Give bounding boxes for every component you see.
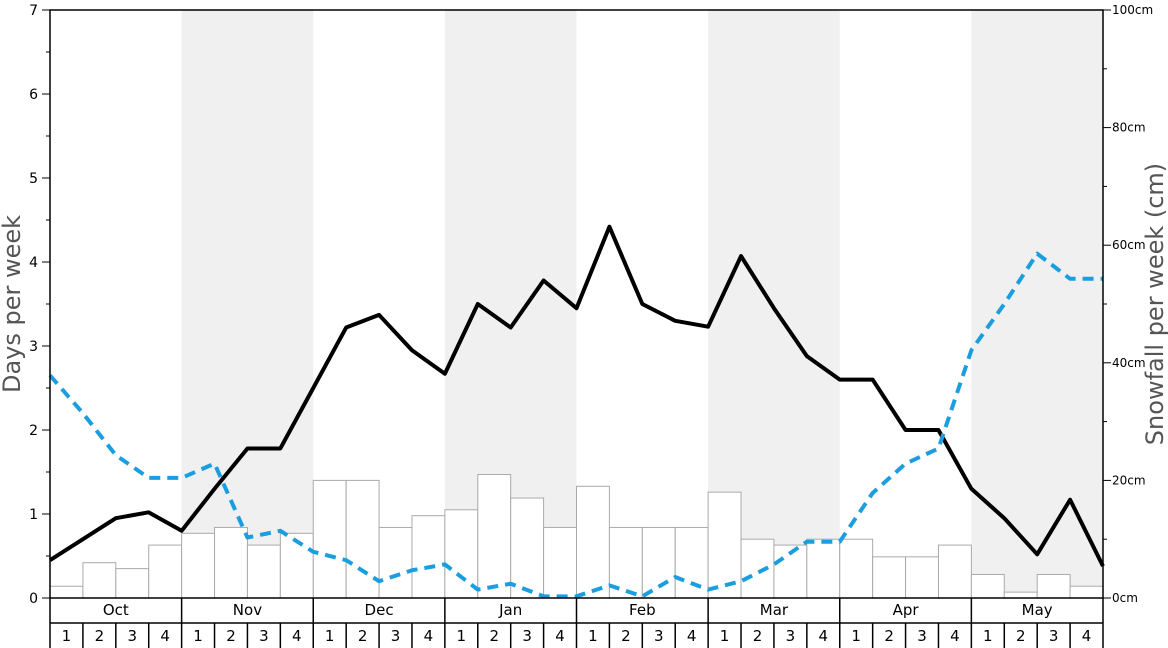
snowfall-bar [378,526,413,599]
week-label: 3 [391,627,401,645]
left-tick-label: 6 [29,87,38,103]
month-shade-may [971,10,1103,598]
snowfall-bar [641,526,676,599]
snowfall-bar [839,538,874,599]
week-label: 4 [819,627,829,645]
month-label: May [1022,601,1053,619]
week-label: 3 [127,627,137,645]
week-label: 1 [193,627,203,645]
week-label: 3 [259,627,269,645]
snowfall-bar [1036,573,1071,599]
week-label: 1 [720,627,730,645]
week-label: 1 [62,627,72,645]
left-tick-label: 4 [29,255,38,271]
snowfall-bar [872,556,907,599]
left-axis: 0 1 2 3 4 5 6 7 [29,3,50,607]
left-tick-label: 3 [29,339,38,355]
week-label: 4 [1082,627,1092,645]
week-label: 2 [489,627,499,645]
snowfall-bar [707,491,742,599]
snowfall-bar [246,544,281,599]
right-tick-label: 80cm [1112,121,1146,135]
week-label: 2 [884,627,894,645]
snowfall-bar [477,474,512,599]
left-tick-label: 5 [29,171,38,187]
snowfall-bar [115,568,150,599]
week-label: 4 [950,627,960,645]
snowfall-bar [510,497,545,599]
week-label: 1 [325,627,335,645]
snowfall-bar [279,532,314,599]
snowfall-bar [905,556,939,599]
snowfall-bar [674,526,709,599]
right-tick-label: 40cm [1112,356,1146,370]
snowfall-bar [49,585,84,599]
month-label: Nov [233,601,262,619]
week-label: 2 [358,627,368,645]
week-label: 4 [555,627,565,645]
right-axis-title: Snowfall per week (cm) [1141,163,1168,445]
week-label: 1 [983,627,993,645]
month-row: Oct Nov Dec Jan Feb Mar Apr May [49,598,1104,624]
month-label: Apr [893,601,920,619]
week-label: 4 [687,627,697,645]
snowfall-bar [181,532,216,599]
snowfall-bars [49,474,1104,599]
month-shade-nov [181,10,314,598]
right-axis: 0cm 20cm 40cm 60cm 80cm 100cm [1103,3,1153,605]
week-label: 2 [753,627,763,645]
solid-line [48,224,1105,567]
snowfall-bar [740,538,775,599]
snowfall-bar [937,544,972,599]
snowfall-bar [214,526,248,599]
snowfall-bar [148,544,183,599]
month-label: Feb [629,601,656,619]
month-shading [181,10,1103,598]
week-label: 1 [588,627,598,645]
week-row: 1 2 3 4 1 2 3 4 1 2 3 4 1 2 3 4 1 2 3 4 1 2 3 4 1 2 3 4 1 2 3 4 [49,623,1104,648]
left-tick-label: 1 [29,507,38,523]
day-lines [48,224,1105,599]
month-label: Oct [103,601,129,619]
snowfall-bar [312,479,347,599]
left-axis-title: Days per week [0,215,26,393]
snowfall-bar [411,515,446,599]
right-tick-label: 0cm [1112,591,1138,605]
snowfall-bar [970,573,1005,599]
month-label: Jan [498,601,522,619]
week-label: 3 [654,627,664,645]
snowfall-bar [806,538,841,599]
month-label: Dec [365,601,394,619]
dashed-line [48,251,1103,599]
week-label: 4 [292,627,302,645]
snowfall-bar [543,526,577,599]
week-label: 3 [917,627,927,645]
week-label: 2 [621,627,631,645]
right-tick-label: 100cm [1112,3,1153,17]
week-label: 3 [786,627,796,645]
snowfall-bar [82,562,117,599]
week-label: 4 [160,627,170,645]
left-tick-label: 7 [29,3,38,19]
month-label: Mar [760,601,789,619]
week-label: 2 [1016,627,1026,645]
snowfall-bar [1003,591,1038,599]
week-label: 3 [1049,627,1059,645]
snowfall-bar [576,485,610,599]
left-tick-label: 2 [29,423,38,439]
week-label: 2 [226,627,236,645]
snowfall-bar [1069,585,1104,599]
week-label: 3 [522,627,532,645]
right-tick-label: 60cm [1112,238,1146,252]
left-tick-label: 0 [29,591,38,607]
week-label: 1 [851,627,861,645]
week-label: 1 [457,627,467,645]
right-tick-label: 20cm [1112,473,1146,487]
week-label: 4 [424,627,434,645]
week-label: 2 [95,627,105,645]
